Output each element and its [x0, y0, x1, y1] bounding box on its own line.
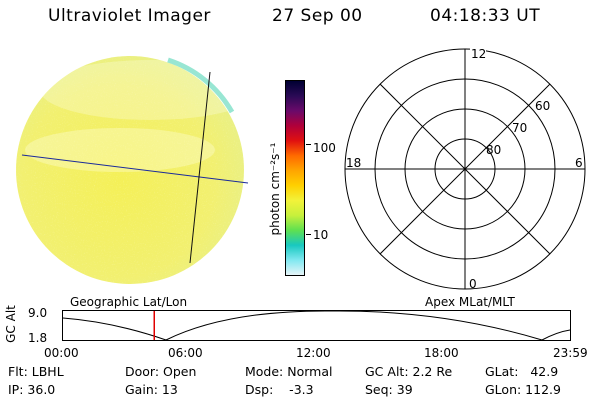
timeline-ytick-1-8: 1.8 — [28, 331, 48, 345]
status-dsp: Dsp: -3.3 — [245, 382, 314, 397]
lat-label-80: 80 — [486, 143, 501, 157]
longitude-line — [189, 71, 211, 264]
status-mode: Mode: Normal — [245, 364, 333, 379]
status-gain: Gain: 13 — [125, 382, 178, 397]
timeline-frame — [62, 310, 571, 341]
aurora-rim — [167, 57, 235, 114]
colorbar-tick-mark — [306, 234, 311, 235]
timeline-xtick-2359: 23:59 — [553, 346, 588, 360]
latitude-line — [21, 154, 249, 184]
instrument-title: Ultraviolet Imager — [48, 6, 211, 26]
earth-image — [16, 56, 249, 284]
timeline-left-title: Geographic Lat/Lon — [70, 295, 188, 309]
timeline-ytick-9: 9.0 — [28, 306, 48, 320]
colorbar-tick-mark — [306, 144, 311, 145]
status-gc-alt: GC Alt: 2.2 Re — [365, 364, 453, 379]
polar-plot: 12 6 0 18 60 70 80 — [344, 47, 586, 291]
polar-diagonal — [379, 83, 551, 255]
status-seq: Seq: 39 — [365, 382, 413, 397]
status-door: Door: Open — [125, 364, 197, 379]
status-glon: GLon: 112.9 — [485, 382, 561, 397]
status-ip: IP: 36.0 — [8, 382, 56, 397]
status-glat: GLat: 42.9 — [485, 364, 559, 379]
altitude-timeline — [62, 310, 571, 341]
timeline-xtick-1200: 12:00 — [296, 346, 331, 360]
timeline-xtick-0000: 00:00 — [44, 346, 79, 360]
timeline-axis-label: GC Alt — [3, 305, 18, 343]
altitude-curve — [165, 310, 543, 341]
timeline-xtick-1800: 18:00 — [424, 346, 459, 360]
mlt-label-0: 0 — [469, 277, 477, 291]
lat-label-70: 70 — [512, 121, 527, 135]
date-label: 27 Sep 00 — [272, 6, 363, 26]
mlt-label-18: 18 — [346, 156, 361, 170]
colorbar-tick-10: 10 — [313, 228, 329, 242]
timeline-xtick-0600: 06:00 — [168, 346, 203, 360]
time-label: 04:18:33 UT — [430, 6, 541, 26]
mlt-label-6: 6 — [575, 156, 583, 170]
lat-label-60: 60 — [535, 99, 550, 113]
mlt-label-12: 12 — [471, 47, 486, 61]
colorbar-unit-label: photon cm⁻²s⁻¹ — [268, 142, 282, 236]
colorbar — [285, 80, 305, 276]
colorbar-tick-100: 100 — [313, 141, 336, 155]
timeline-right-title: Apex MLat/MLT — [425, 295, 515, 309]
status-filter: Flt: LBHL — [8, 364, 64, 379]
altitude-curve — [541, 329, 571, 341]
